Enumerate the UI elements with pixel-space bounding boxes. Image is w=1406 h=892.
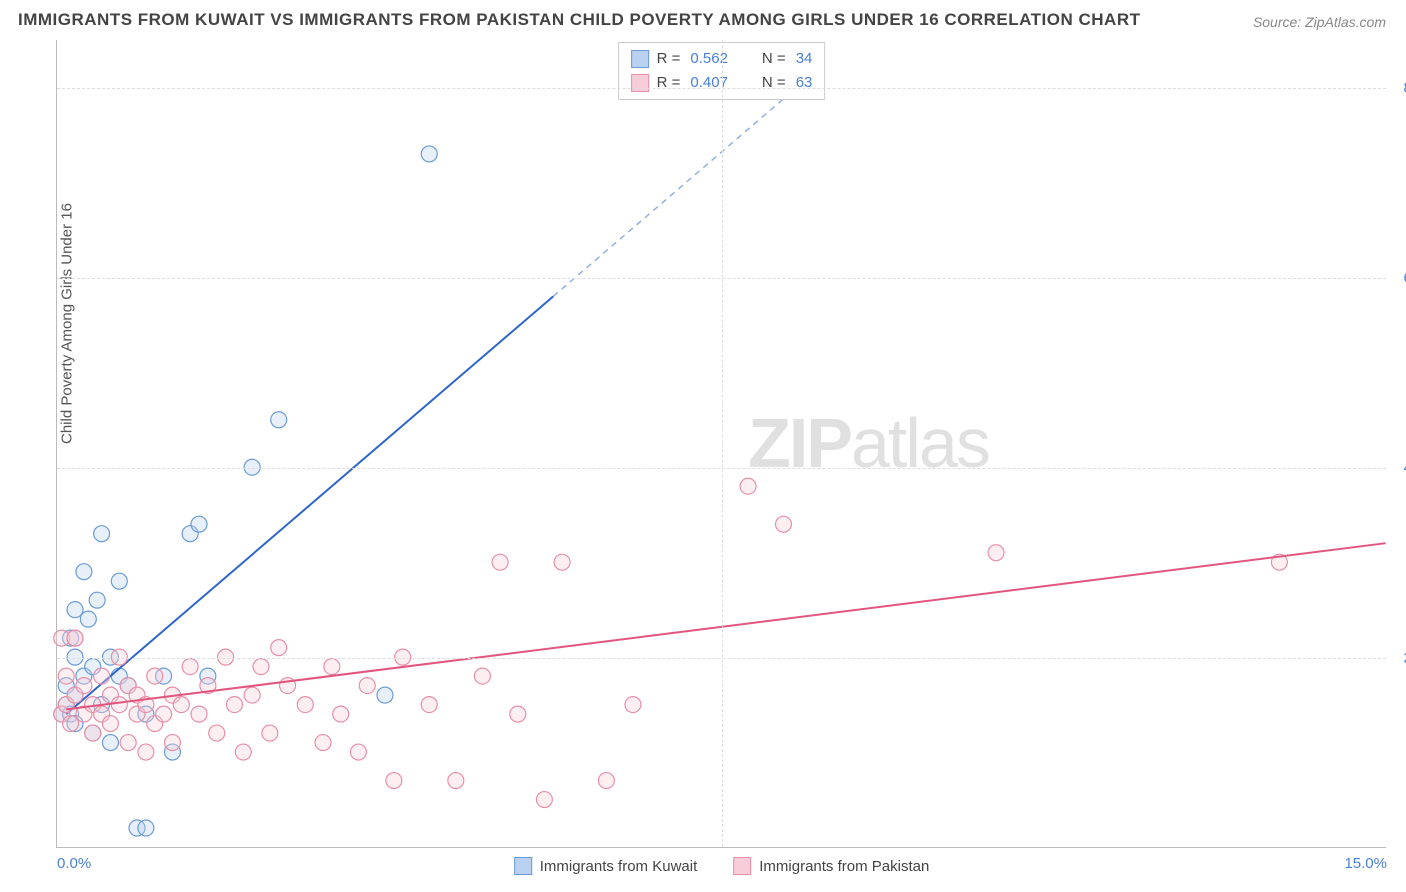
data-point: [111, 573, 127, 589]
legend-n-label: N =: [762, 71, 786, 95]
data-point: [89, 592, 105, 608]
data-point: [67, 630, 83, 646]
data-point: [63, 716, 79, 732]
trend-line-dashed: [553, 68, 819, 296]
x-tick-label: 0.0%: [57, 855, 91, 872]
data-point: [262, 725, 278, 741]
data-point: [191, 516, 207, 532]
source-credit: Source: ZipAtlas.com: [1253, 14, 1386, 30]
legend-item: Immigrants from Pakistan: [733, 857, 929, 875]
data-point: [271, 412, 287, 428]
data-point: [988, 545, 1004, 561]
data-point: [598, 773, 614, 789]
data-point: [492, 554, 508, 570]
legend-n-value: 63: [796, 71, 813, 95]
data-point: [147, 668, 163, 684]
trend-line: [66, 543, 1385, 709]
trend-line: [66, 296, 553, 714]
data-point: [421, 697, 437, 713]
data-point: [138, 744, 154, 760]
data-point: [740, 478, 756, 494]
data-point: [775, 516, 791, 532]
data-point: [209, 725, 225, 741]
data-point: [536, 792, 552, 808]
data-point: [235, 744, 251, 760]
data-point: [156, 706, 172, 722]
data-point: [102, 735, 118, 751]
gridline-v: [722, 40, 723, 847]
data-point: [333, 706, 349, 722]
data-point: [138, 820, 154, 836]
data-point: [271, 640, 287, 656]
data-point: [253, 659, 269, 675]
legend-swatch: [631, 50, 649, 68]
legend-swatch: [631, 74, 649, 92]
legend-swatch: [514, 857, 532, 875]
data-point: [164, 735, 180, 751]
data-point: [244, 687, 260, 703]
data-point: [315, 735, 331, 751]
data-point: [120, 735, 136, 751]
data-point: [421, 146, 437, 162]
x-tick-label: 15.0%: [1344, 855, 1387, 872]
data-point: [359, 678, 375, 694]
data-point: [625, 697, 641, 713]
chart-title: IMMIGRANTS FROM KUWAIT VS IMMIGRANTS FRO…: [18, 10, 1141, 30]
legend-r-label: R =: [657, 71, 681, 95]
data-point: [510, 706, 526, 722]
legend-r-label: R =: [657, 47, 681, 71]
legend-item: Immigrants from Kuwait: [514, 857, 698, 875]
data-point: [173, 697, 189, 713]
data-point: [191, 706, 207, 722]
legend-label: Immigrants from Pakistan: [759, 858, 929, 875]
data-point: [76, 678, 92, 694]
legend-swatch: [733, 857, 751, 875]
data-point: [94, 526, 110, 542]
data-point: [58, 668, 74, 684]
data-point: [474, 668, 490, 684]
data-point: [324, 659, 340, 675]
data-point: [377, 687, 393, 703]
data-point: [297, 697, 313, 713]
data-point: [102, 716, 118, 732]
legend-series: Immigrants from Kuwait Immigrants from Pa…: [514, 857, 930, 875]
data-point: [94, 668, 110, 684]
data-point: [67, 602, 83, 618]
legend-n-label: N =: [762, 47, 786, 71]
data-point: [554, 554, 570, 570]
data-point: [76, 564, 92, 580]
data-point: [350, 744, 366, 760]
data-point: [226, 697, 242, 713]
data-point: [386, 773, 402, 789]
data-point: [448, 773, 464, 789]
legend-label: Immigrants from Kuwait: [540, 858, 698, 875]
data-point: [85, 725, 101, 741]
legend-n-value: 34: [796, 47, 813, 71]
plot-area: Child Poverty Among Girls Under 16 ZIPat…: [56, 40, 1386, 848]
data-point: [111, 697, 127, 713]
data-point: [80, 611, 96, 627]
data-point: [182, 659, 198, 675]
